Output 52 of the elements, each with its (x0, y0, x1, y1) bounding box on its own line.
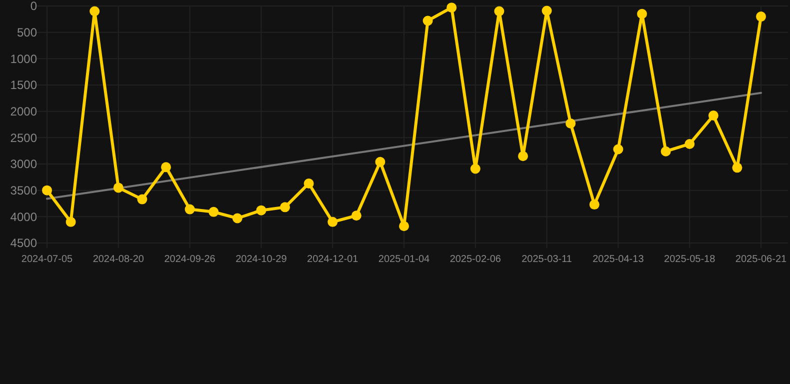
point (422, 16, 433, 26)
y-tick-label: 1000 (10, 52, 38, 66)
x-tick-label: 2024-08-20 (92, 254, 144, 265)
point (256, 205, 266, 216)
point (232, 213, 242, 224)
point (42, 185, 52, 196)
point (137, 194, 148, 204)
point (589, 200, 600, 210)
y-tick-label: 4000 (10, 210, 38, 224)
point (399, 221, 409, 232)
point (542, 6, 552, 16)
point (684, 138, 695, 149)
x-tick-label: 2025-02-06 (450, 254, 502, 265)
point (494, 6, 504, 16)
x-tick-label: 2024-07-05 (21, 254, 74, 265)
point (113, 182, 124, 193)
y-tick-label: 3000 (10, 157, 38, 172)
point (184, 204, 195, 214)
point (351, 210, 362, 221)
point (304, 178, 314, 188)
y-tick-label: 3500 (10, 184, 38, 198)
x-tick-label: 2025-04-13 (592, 254, 644, 265)
y-tick-label: 500 (16, 26, 38, 40)
point (280, 202, 290, 212)
x-tick-label: 2025-05-18 (664, 254, 716, 265)
point (637, 8, 647, 19)
point (208, 206, 219, 217)
point (660, 146, 671, 156)
y-tick-label: 2000 (10, 104, 38, 119)
x-tick-label: 2025-06-21 (735, 254, 788, 265)
point (161, 162, 171, 172)
x-tick-label: 2025-01-04 (378, 254, 430, 265)
x-tick-label: 2025-03-11 (522, 254, 572, 265)
x-tick-label: 2024-12-01 (307, 254, 359, 265)
point (613, 144, 624, 154)
point (66, 216, 76, 227)
x-tick-label: 2024-10-29 (236, 254, 288, 265)
point (446, 2, 457, 13)
y-tick-label: 2500 (10, 130, 38, 145)
point (732, 162, 742, 173)
y-tick-label: 0 (30, 0, 38, 14)
point (470, 164, 480, 174)
point (518, 151, 528, 162)
point (328, 216, 338, 227)
point (566, 118, 576, 128)
x-tick-label: 2024-09-26 (164, 254, 216, 265)
point (756, 12, 766, 22)
y-tick-label: 1500 (10, 78, 38, 92)
point (375, 156, 386, 167)
point (708, 110, 718, 121)
y-tick-label: 4500 (10, 236, 38, 250)
point (90, 6, 100, 16)
